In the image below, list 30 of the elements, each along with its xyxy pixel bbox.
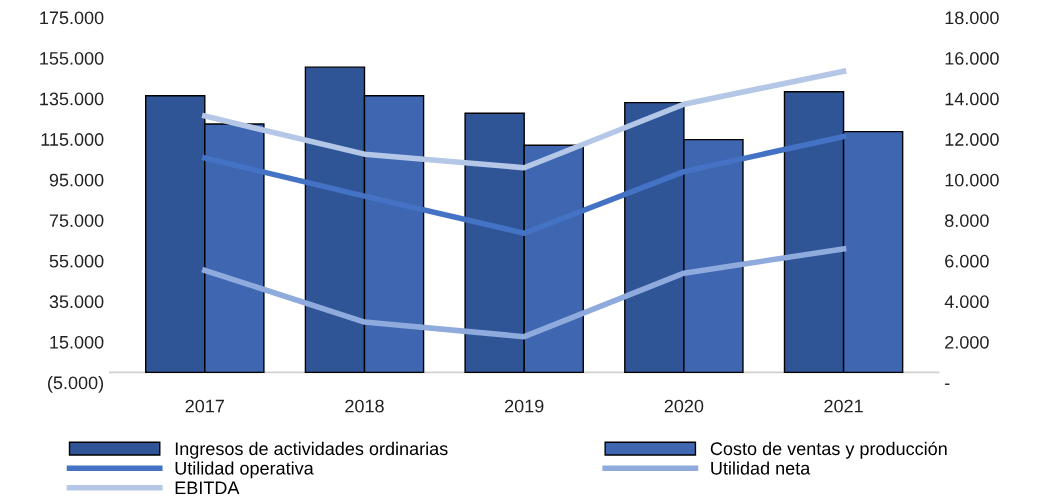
y-tick-label: 95.000 xyxy=(49,173,104,187)
y2-tick-label: 14.000 xyxy=(945,92,999,106)
y-tick-label: 175.000 xyxy=(40,11,104,25)
y2-tick-label: 10.000 xyxy=(945,173,999,187)
x-tick-label: 2018 xyxy=(345,399,384,413)
x-tick-label: 2019 xyxy=(505,399,544,413)
legend-label: Costo de ventas y producción xyxy=(710,441,947,459)
y2-tick-label: 8.000 xyxy=(945,214,989,227)
y-tick-label: 135.000 xyxy=(40,92,104,106)
y2-tick-label: 12.000 xyxy=(945,133,999,146)
y-tick-label: 155.000 xyxy=(40,51,104,65)
y2-tick-label: 6.000 xyxy=(945,254,989,268)
x-tick-label: 2020 xyxy=(664,399,704,413)
x-tick-label: 2017 xyxy=(185,399,224,413)
legend-label: Utilidad operativa xyxy=(175,461,314,479)
y-tick-label: 75.000 xyxy=(49,214,104,227)
y2-tick-label: - xyxy=(945,383,950,385)
y-tick-label: 35.000 xyxy=(49,295,104,309)
y-tick-label: (5.000) xyxy=(48,375,104,393)
y-tick-label: 15.000 xyxy=(50,335,104,349)
legend-label: Utilidad neta xyxy=(711,461,811,475)
y2-tick-label: 18.000 xyxy=(945,11,999,25)
legend-label: EBITDA xyxy=(175,481,240,495)
y-tick-label: 115.000 xyxy=(41,133,104,146)
legend-label: Ingresos de actividades ordinarias xyxy=(175,441,448,459)
x-tick-label: 2021 xyxy=(824,399,863,413)
y2-tick-label: 16.000 xyxy=(945,51,999,65)
y2-tick-label: 4.000 xyxy=(944,295,989,309)
y2-tick-label: 2.000 xyxy=(945,335,989,349)
y-tick-label: 55.000 xyxy=(49,254,104,268)
